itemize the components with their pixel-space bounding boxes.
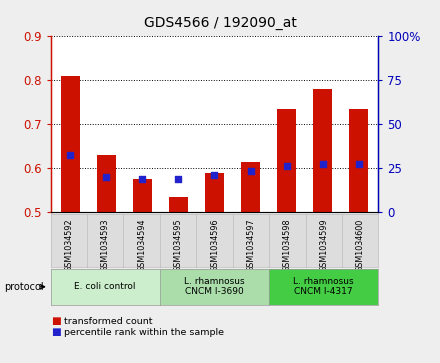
Bar <box>277 109 297 212</box>
Text: GSM1034596: GSM1034596 <box>210 219 219 272</box>
Bar <box>132 179 152 212</box>
Point <box>103 174 110 180</box>
Text: L. rhamnosus
CNCM I-3690: L. rhamnosus CNCM I-3690 <box>184 277 245 297</box>
Text: protocol: protocol <box>4 282 44 292</box>
Bar <box>241 162 260 212</box>
Bar <box>169 197 188 212</box>
Text: GSM1034598: GSM1034598 <box>283 219 292 272</box>
Bar <box>96 155 116 212</box>
Point <box>139 176 146 182</box>
Point <box>211 172 218 178</box>
Text: GSM1034600: GSM1034600 <box>356 219 365 272</box>
Text: E. coli control: E. coli control <box>74 282 136 291</box>
Point <box>283 163 290 169</box>
Point <box>175 176 182 182</box>
Text: ■: ■ <box>51 327 60 337</box>
Text: GSM1034592: GSM1034592 <box>64 219 73 272</box>
Point <box>247 168 254 174</box>
Bar <box>61 76 81 212</box>
Text: GSM1034594: GSM1034594 <box>137 219 146 272</box>
Bar <box>348 109 368 212</box>
Text: GSM1034593: GSM1034593 <box>101 219 110 272</box>
Text: percentile rank within the sample: percentile rank within the sample <box>64 328 224 337</box>
Bar <box>205 173 224 212</box>
Text: GDS4566 / 192090_at: GDS4566 / 192090_at <box>143 16 297 30</box>
Point <box>355 161 362 167</box>
Text: L. rhamnosus
CNCM I-4317: L. rhamnosus CNCM I-4317 <box>293 277 354 297</box>
Text: transformed count: transformed count <box>64 317 152 326</box>
Bar <box>313 89 333 212</box>
Point <box>319 161 326 167</box>
Point <box>67 152 74 158</box>
Text: GSM1034599: GSM1034599 <box>319 219 328 272</box>
Text: GSM1034597: GSM1034597 <box>246 219 256 272</box>
Text: ■: ■ <box>51 316 60 326</box>
Text: GSM1034595: GSM1034595 <box>173 219 183 272</box>
